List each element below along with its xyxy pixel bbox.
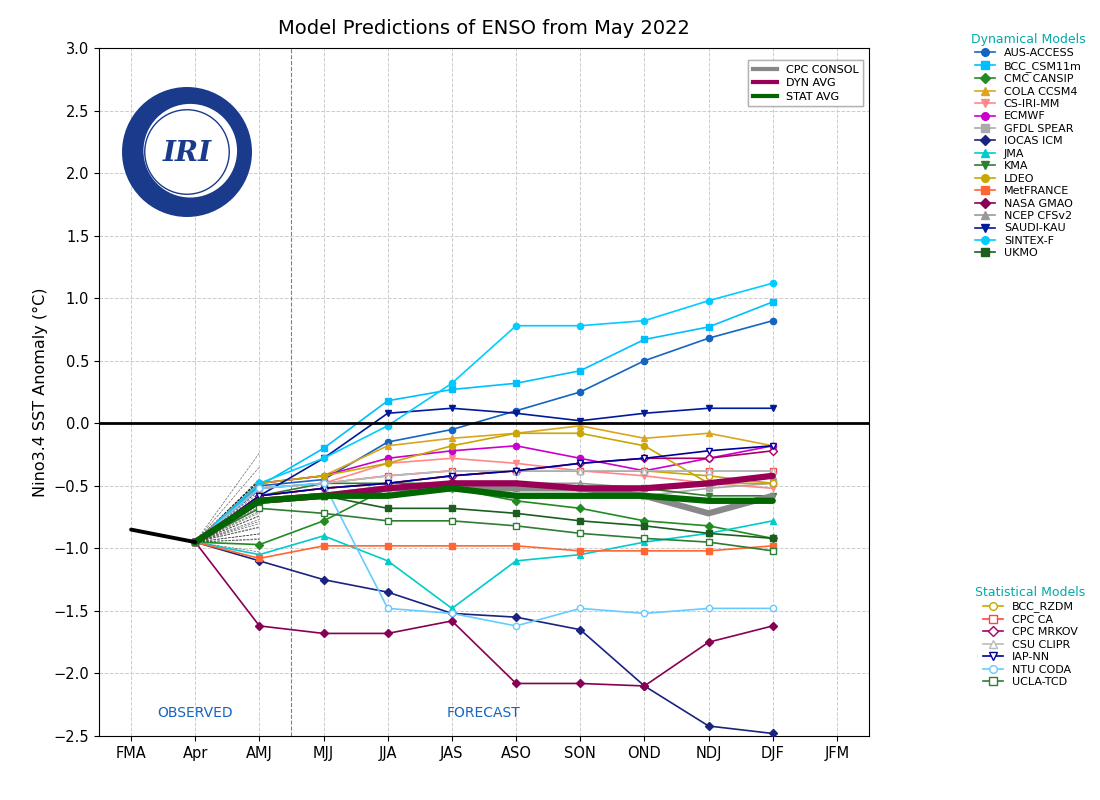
Circle shape bbox=[122, 87, 252, 217]
Y-axis label: Nino3.4 SST Anomaly (°C): Nino3.4 SST Anomaly (°C) bbox=[33, 287, 48, 497]
Text: IRI: IRI bbox=[163, 140, 211, 166]
Text: OBSERVED: OBSERVED bbox=[157, 706, 233, 720]
Legend: BCC_RZDM, CPC CA, CPC MRKOV, CSU CLIPR, IAP-NN, NTU CODA, UCLA-TCD: BCC_RZDM, CPC CA, CPC MRKOV, CSU CLIPR, … bbox=[972, 582, 1089, 690]
Circle shape bbox=[143, 104, 238, 198]
Text: FORECAST: FORECAST bbox=[447, 706, 521, 720]
Title: Model Predictions of ENSO from May 2022: Model Predictions of ENSO from May 2022 bbox=[278, 19, 690, 38]
Legend: AUS-ACCESS, BCC_CSM11m, CMC CANSIP, COLA CCSM4, CS-IRI-MM, ECMWF, GFDL SPEAR, IO: AUS-ACCESS, BCC_CSM11m, CMC CANSIP, COLA… bbox=[968, 30, 1089, 262]
Legend: CPC CONSOL, DYN AVG, STAT AVG: CPC CONSOL, DYN AVG, STAT AVG bbox=[748, 61, 864, 106]
